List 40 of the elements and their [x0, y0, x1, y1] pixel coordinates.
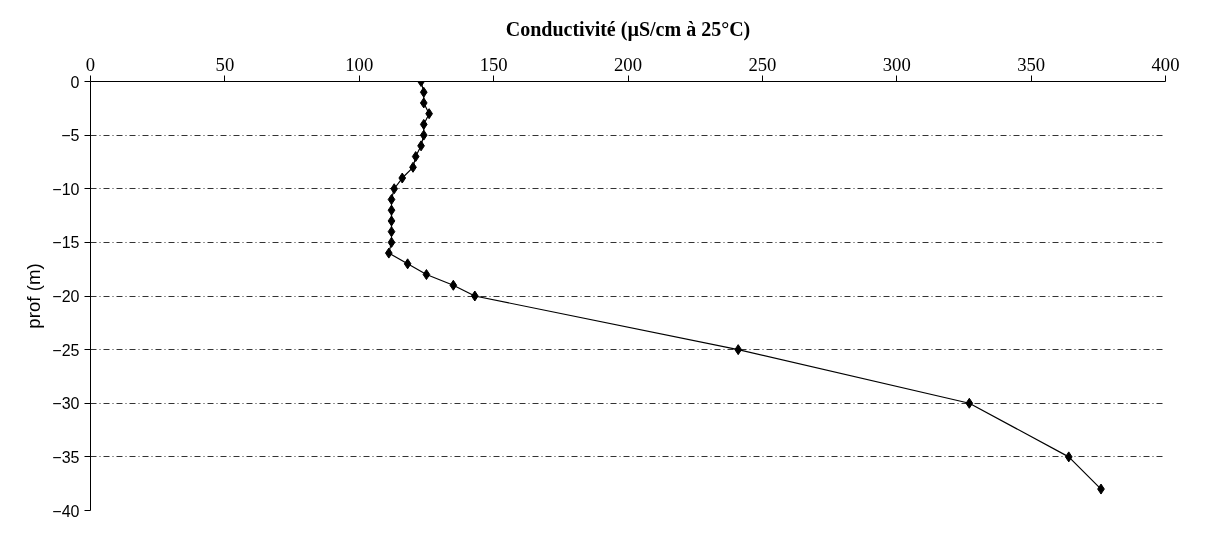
y-tick-label: 0 [70, 73, 80, 91]
x-tick-label: 300 [882, 53, 911, 75]
point [398, 172, 407, 184]
y-tick-label: −10 [52, 180, 80, 198]
point [734, 344, 743, 356]
point [419, 97, 428, 109]
point [419, 129, 428, 141]
point [387, 226, 396, 238]
point [411, 151, 420, 163]
point [449, 279, 458, 291]
x-tick-label: 400 [1151, 53, 1180, 75]
point [419, 86, 428, 98]
y-tick-label: −40 [52, 502, 80, 520]
point [387, 193, 396, 205]
point [403, 258, 412, 270]
point [390, 183, 399, 195]
point [387, 215, 396, 227]
y-axis-title: prof (m) [23, 263, 45, 329]
x-tick-label: 50 [215, 53, 235, 75]
x-tick-label: 0 [85, 53, 96, 75]
y-tick-label: −20 [52, 288, 80, 305]
point [965, 397, 974, 409]
point [422, 269, 431, 281]
point [419, 118, 428, 130]
y-tick-label: −30 [52, 395, 80, 413]
y-tick-label: −15 [52, 234, 80, 252]
x-tick-label: 150 [479, 53, 508, 75]
point [387, 204, 396, 216]
y-tick-label: −5 [61, 127, 80, 145]
point [470, 290, 479, 302]
x-tick-label: 350 [1017, 53, 1046, 75]
point [1064, 451, 1073, 463]
chart-title: Conductivité (µS/cm à 25°C) [505, 17, 751, 41]
x-tick-label: 200 [614, 53, 642, 75]
x-tick-label: 100 [345, 53, 374, 75]
point [384, 247, 393, 259]
point [387, 236, 396, 248]
y-tick-label: −25 [52, 341, 80, 359]
x-tick-label: 250 [748, 53, 777, 75]
y-tick-label: −35 [52, 448, 80, 466]
